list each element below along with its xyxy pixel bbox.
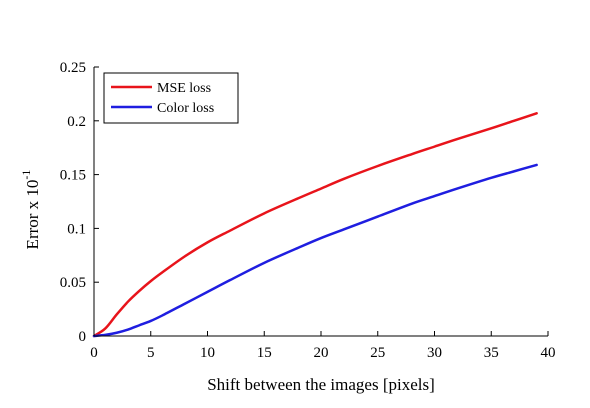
x-tick-label: 25: [370, 345, 385, 361]
y-tick-label: 0.15: [60, 168, 86, 184]
y-ticks: 0 0.05 0.1 0.15 0.2 0.25: [60, 60, 99, 345]
x-tick-label: 5: [147, 345, 155, 361]
legend: MSE loss Color loss: [103, 72, 239, 124]
series-line-1: [92, 163, 538, 338]
series-line-0: [92, 112, 538, 338]
series-layer: [92, 112, 538, 338]
legend-box: [103, 72, 239, 124]
y-axis-title: Error x 10-1: [19, 170, 42, 250]
x-tick-label: 40: [541, 345, 556, 361]
y-tick-label: 0.05: [60, 275, 86, 291]
y-tick-label: 0.2: [67, 114, 86, 130]
x-tick-label: 20: [314, 345, 329, 361]
y-tick-label: 0.25: [60, 60, 86, 76]
y-axis-title-exponent: -1: [19, 170, 33, 180]
x-tick-label: 10: [200, 345, 215, 361]
y-tick-label: 0.1: [67, 221, 86, 237]
x-tick-label: 30: [427, 345, 442, 361]
y-tick-label: 0: [79, 329, 87, 345]
legend-entry-label: Color loss: [157, 101, 214, 116]
x-tick-label: 35: [484, 345, 499, 361]
x-tick-label: 15: [257, 345, 272, 361]
legend-entry-label: MSE loss: [157, 81, 211, 96]
y-axis-title-base: Error x 10: [23, 180, 42, 250]
x-tick-label: 0: [90, 345, 98, 361]
x-axis-title: Shift between the images [pixels]: [207, 375, 435, 394]
x-ticks: 0 5 10 15 20 25 30 35 40: [90, 331, 556, 361]
